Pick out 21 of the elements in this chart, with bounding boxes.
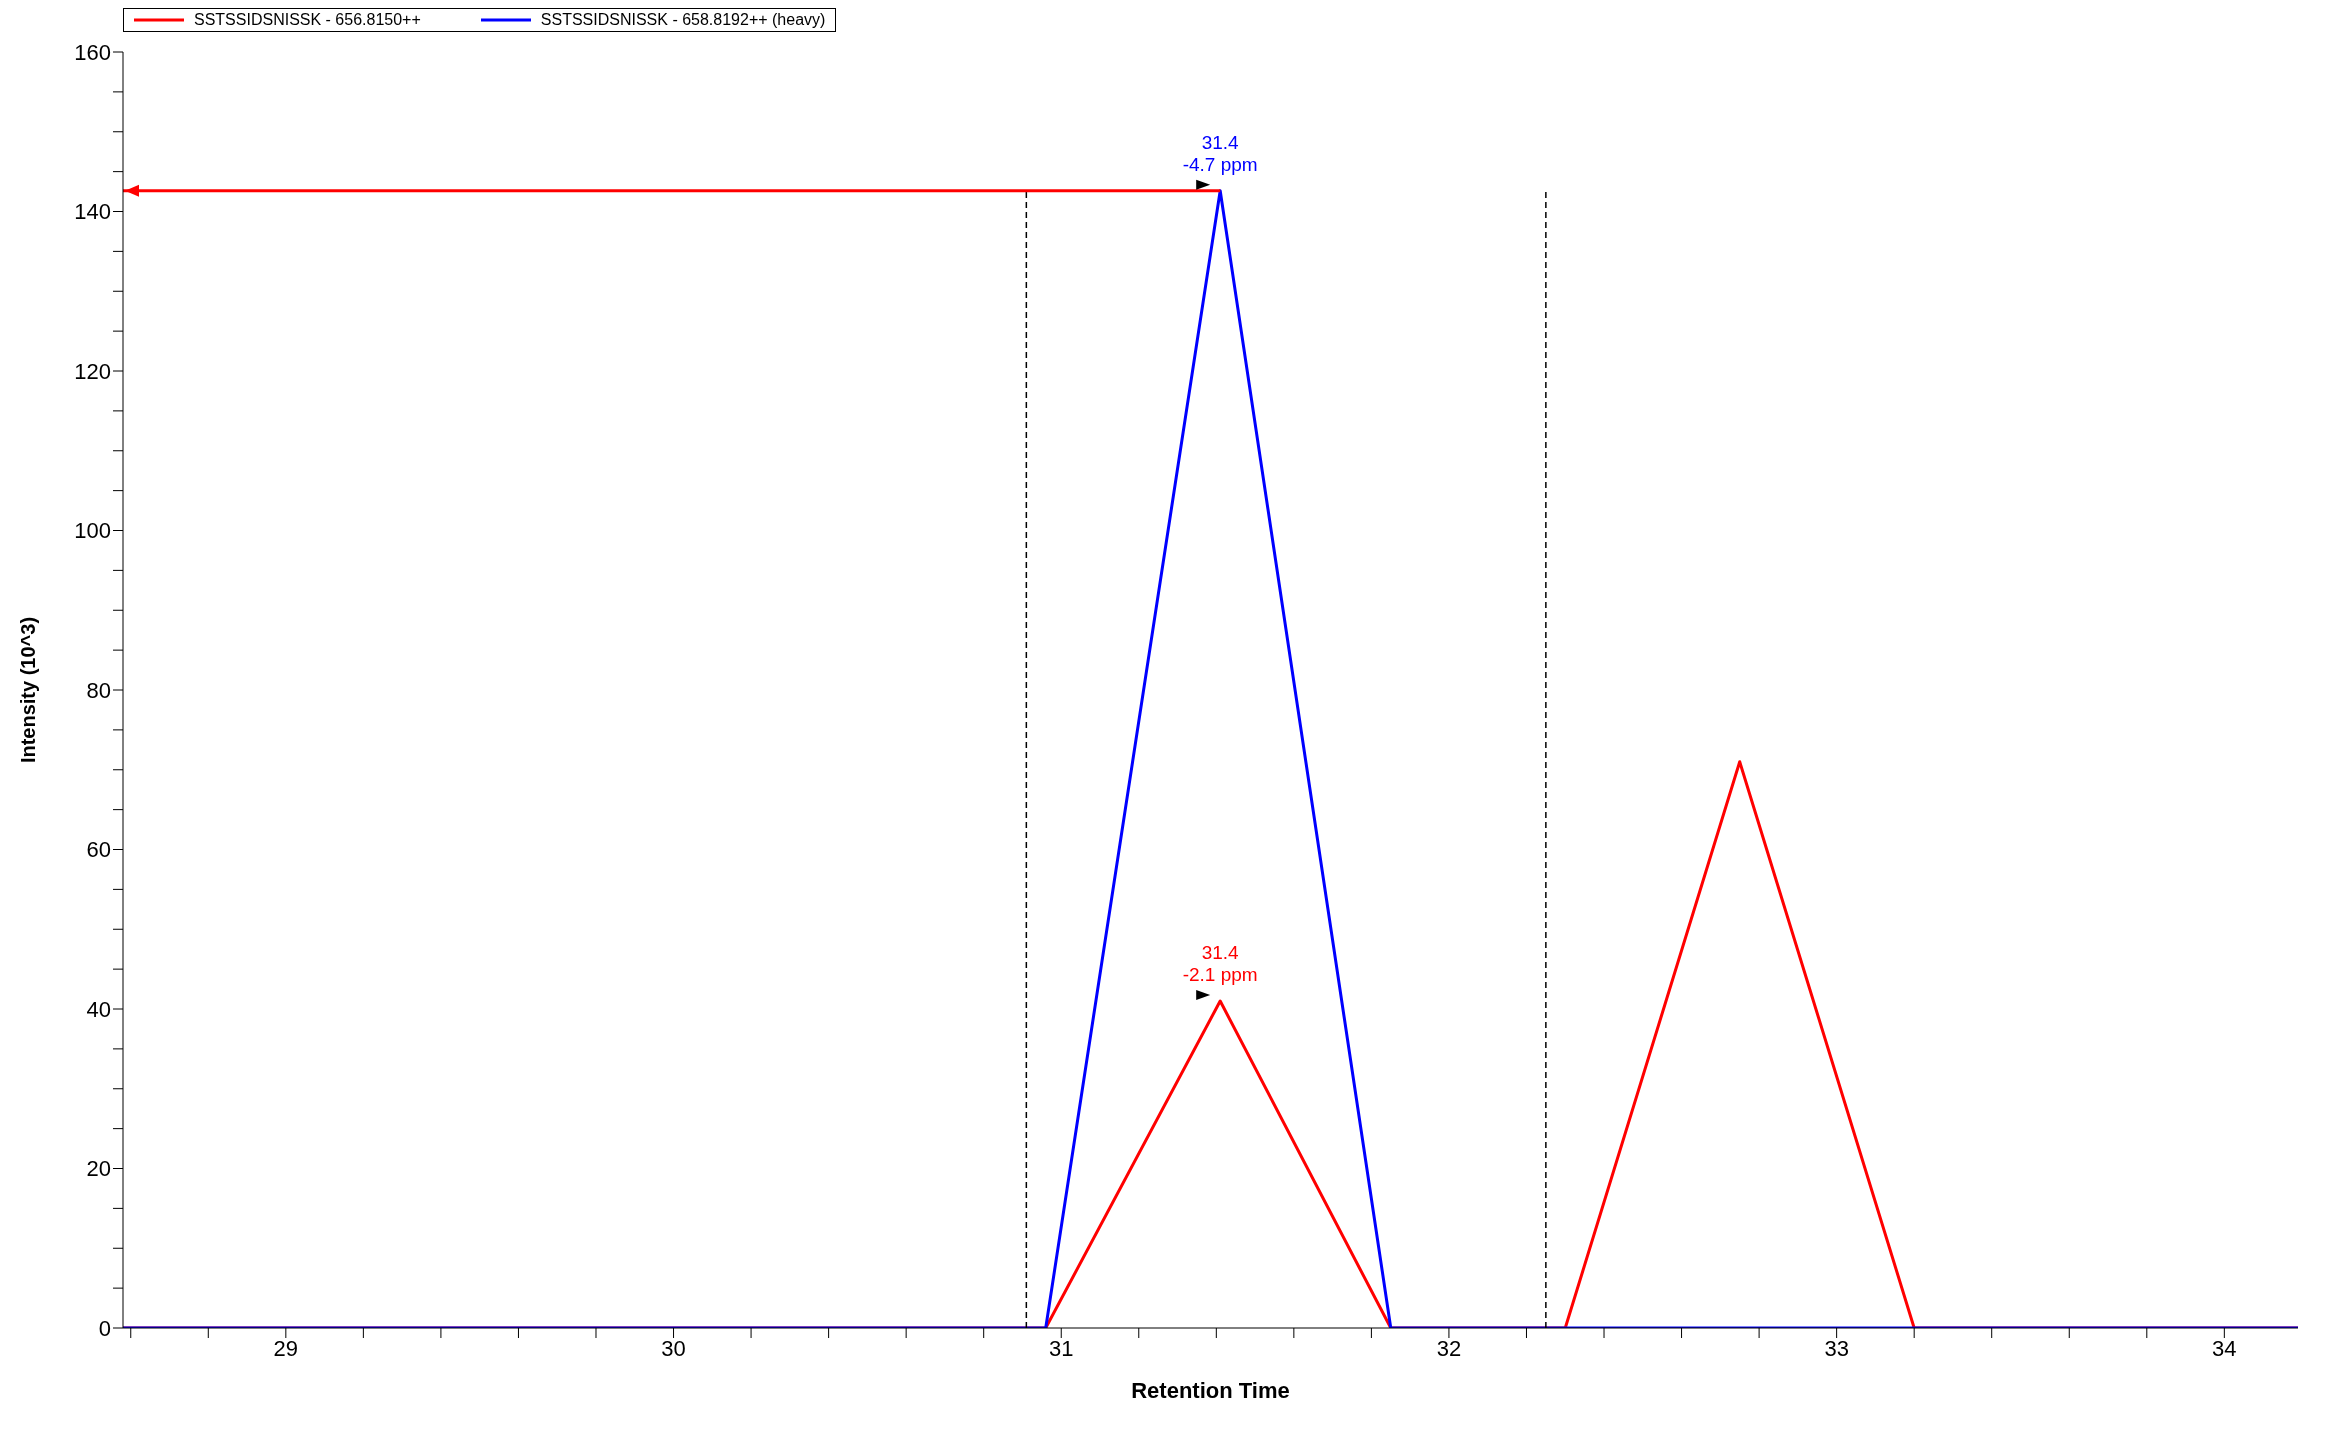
x-tick-label: 33 — [1824, 1335, 1849, 1361]
y-tick-label: 100 — [74, 518, 111, 544]
y-tick-label: 40 — [86, 996, 111, 1022]
y-tick-label: 120 — [74, 358, 111, 384]
x-tick-label: 34 — [2212, 1335, 2237, 1361]
annotation: 31.4 -4.7 ppm — [1182, 131, 1258, 175]
x-tick-label: 30 — [661, 1335, 686, 1361]
x-axis-title: Retention Time — [1131, 1378, 1290, 1403]
y-tick-label: 140 — [74, 199, 111, 225]
legend-label: SSTSSIDSNISSK - 656.8150++ — [193, 11, 421, 29]
y-axis-title: Intensity (10^3) — [17, 616, 40, 764]
y-tick-label: 60 — [86, 837, 111, 863]
y-tick-label: 80 — [86, 677, 111, 703]
x-tick-label: 31 — [1048, 1335, 1074, 1361]
x-tick-label: 32 — [1436, 1335, 1462, 1361]
y-tick-label: 0 — [98, 1315, 111, 1341]
x-tick-label: 29 — [273, 1335, 299, 1361]
annotation: 31.4 -2.1 ppm — [1182, 942, 1258, 986]
y-tick-label: 20 — [86, 1156, 111, 1182]
legend-label: SSTSSIDSNISSK - 658.8192++ (heavy) — [539, 11, 826, 29]
y-tick-label: 160 — [74, 39, 111, 65]
